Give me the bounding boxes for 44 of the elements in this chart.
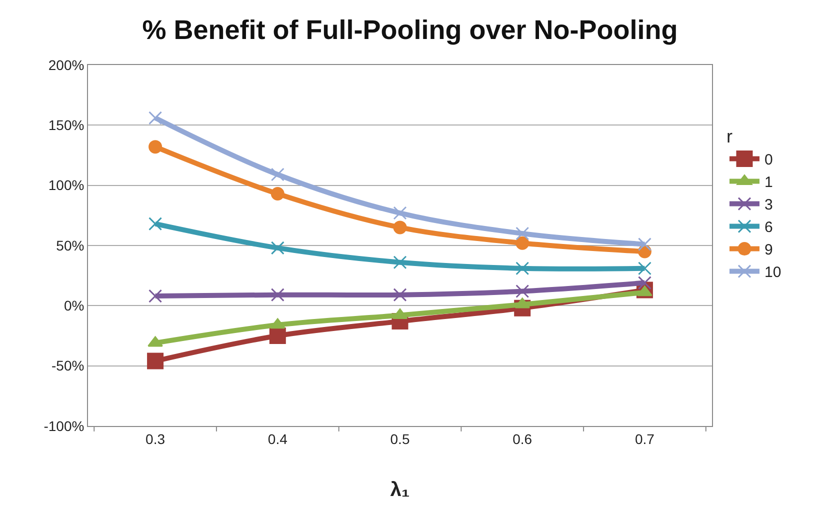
x-axis-title: λ₁ (390, 479, 410, 501)
point (270, 168, 284, 182)
point (147, 352, 164, 370)
point (638, 238, 652, 252)
y-tick-label: 100% (48, 177, 84, 194)
x-tick-label: 0.5 (390, 430, 410, 447)
point (393, 256, 407, 270)
point (270, 288, 284, 302)
point (637, 286, 652, 296)
x-tick-label: 0.4 (268, 430, 288, 447)
point (393, 288, 407, 302)
point (393, 220, 407, 234)
legend-label: 9 (764, 242, 773, 259)
y-tick-label: -50% (52, 358, 84, 374)
legend-label: 0 (764, 152, 773, 169)
y-tick-label: -100% (44, 418, 84, 434)
point (270, 187, 284, 201)
chart-title: % Benefit of Full-Pooling over No-Pooling (142, 15, 678, 46)
point (638, 262, 652, 276)
y-tick-label: 0% (64, 298, 84, 314)
point (269, 328, 286, 344)
point (516, 262, 530, 276)
point (516, 284, 530, 298)
y-tick-label: 200% (48, 56, 84, 73)
point (393, 206, 407, 220)
legend-title: r (726, 126, 732, 147)
x-tick-label: 0.6 (512, 430, 532, 447)
legend-label: 3 (764, 196, 773, 214)
y-tick-label: 50% (56, 237, 84, 254)
x-tick-label: 0.3 (146, 430, 166, 447)
point (148, 140, 162, 154)
point (148, 217, 162, 231)
point (148, 336, 163, 347)
point (516, 236, 530, 250)
legend-label: 6 (764, 219, 773, 236)
point (148, 289, 162, 303)
point (270, 241, 284, 255)
y-tick-label: 150% (48, 117, 84, 134)
point (516, 226, 530, 240)
point (638, 276, 652, 290)
legend-label: 1 (764, 174, 773, 192)
x-tick-label: 0.7 (634, 430, 655, 447)
point (148, 111, 162, 125)
legend-label: 10 (764, 264, 782, 282)
